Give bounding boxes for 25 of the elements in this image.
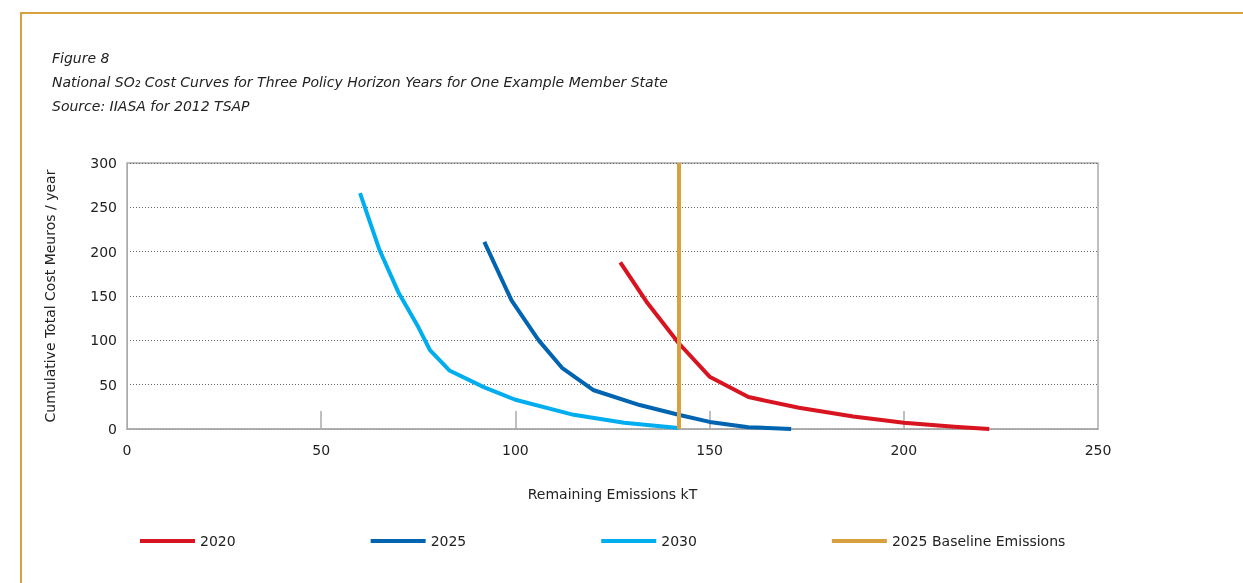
y-tick-label: 100 <box>90 332 117 349</box>
legend-label: 2020 <box>200 533 236 549</box>
x-tick-label: 0 <box>122 442 132 458</box>
x-tick-label: 150 <box>696 442 723 458</box>
y-tick-label: 300 <box>90 155 117 171</box>
source-note: Source: IIASA for 2012 TSAP <box>52 98 251 114</box>
x-tick-label: 200 <box>890 442 918 458</box>
legend-label: 2030 <box>661 533 697 549</box>
line-series <box>482 239 794 431</box>
x-tick-label: 250 <box>1084 442 1112 458</box>
x-tick-label: 100 <box>502 442 529 458</box>
line-series <box>358 191 681 431</box>
x-axis-title: Remaining Emissions kT <box>527 486 698 502</box>
y-tick-label: 200 <box>90 243 117 260</box>
y-tick-label: 50 <box>99 376 117 393</box>
y-tick-label: 250 <box>90 199 117 216</box>
legend-label: 2025 Baseline Emissions <box>891 533 1066 549</box>
line-series <box>618 260 992 431</box>
chart-subtitle: National SO₂ Cost Curves for Three Policy Horizon Years for One Example Member State <box>52 74 668 90</box>
y-tick-label: 0 <box>108 421 117 437</box>
x-tick-label: 50 <box>312 442 331 458</box>
chart-title: Figure 8 <box>52 50 110 66</box>
y-axis-title: Cumulative Total Cost Meuros / year <box>42 169 58 423</box>
y-tick-label: 150 <box>90 288 117 304</box>
legend-label: 2025 <box>430 533 467 549</box>
